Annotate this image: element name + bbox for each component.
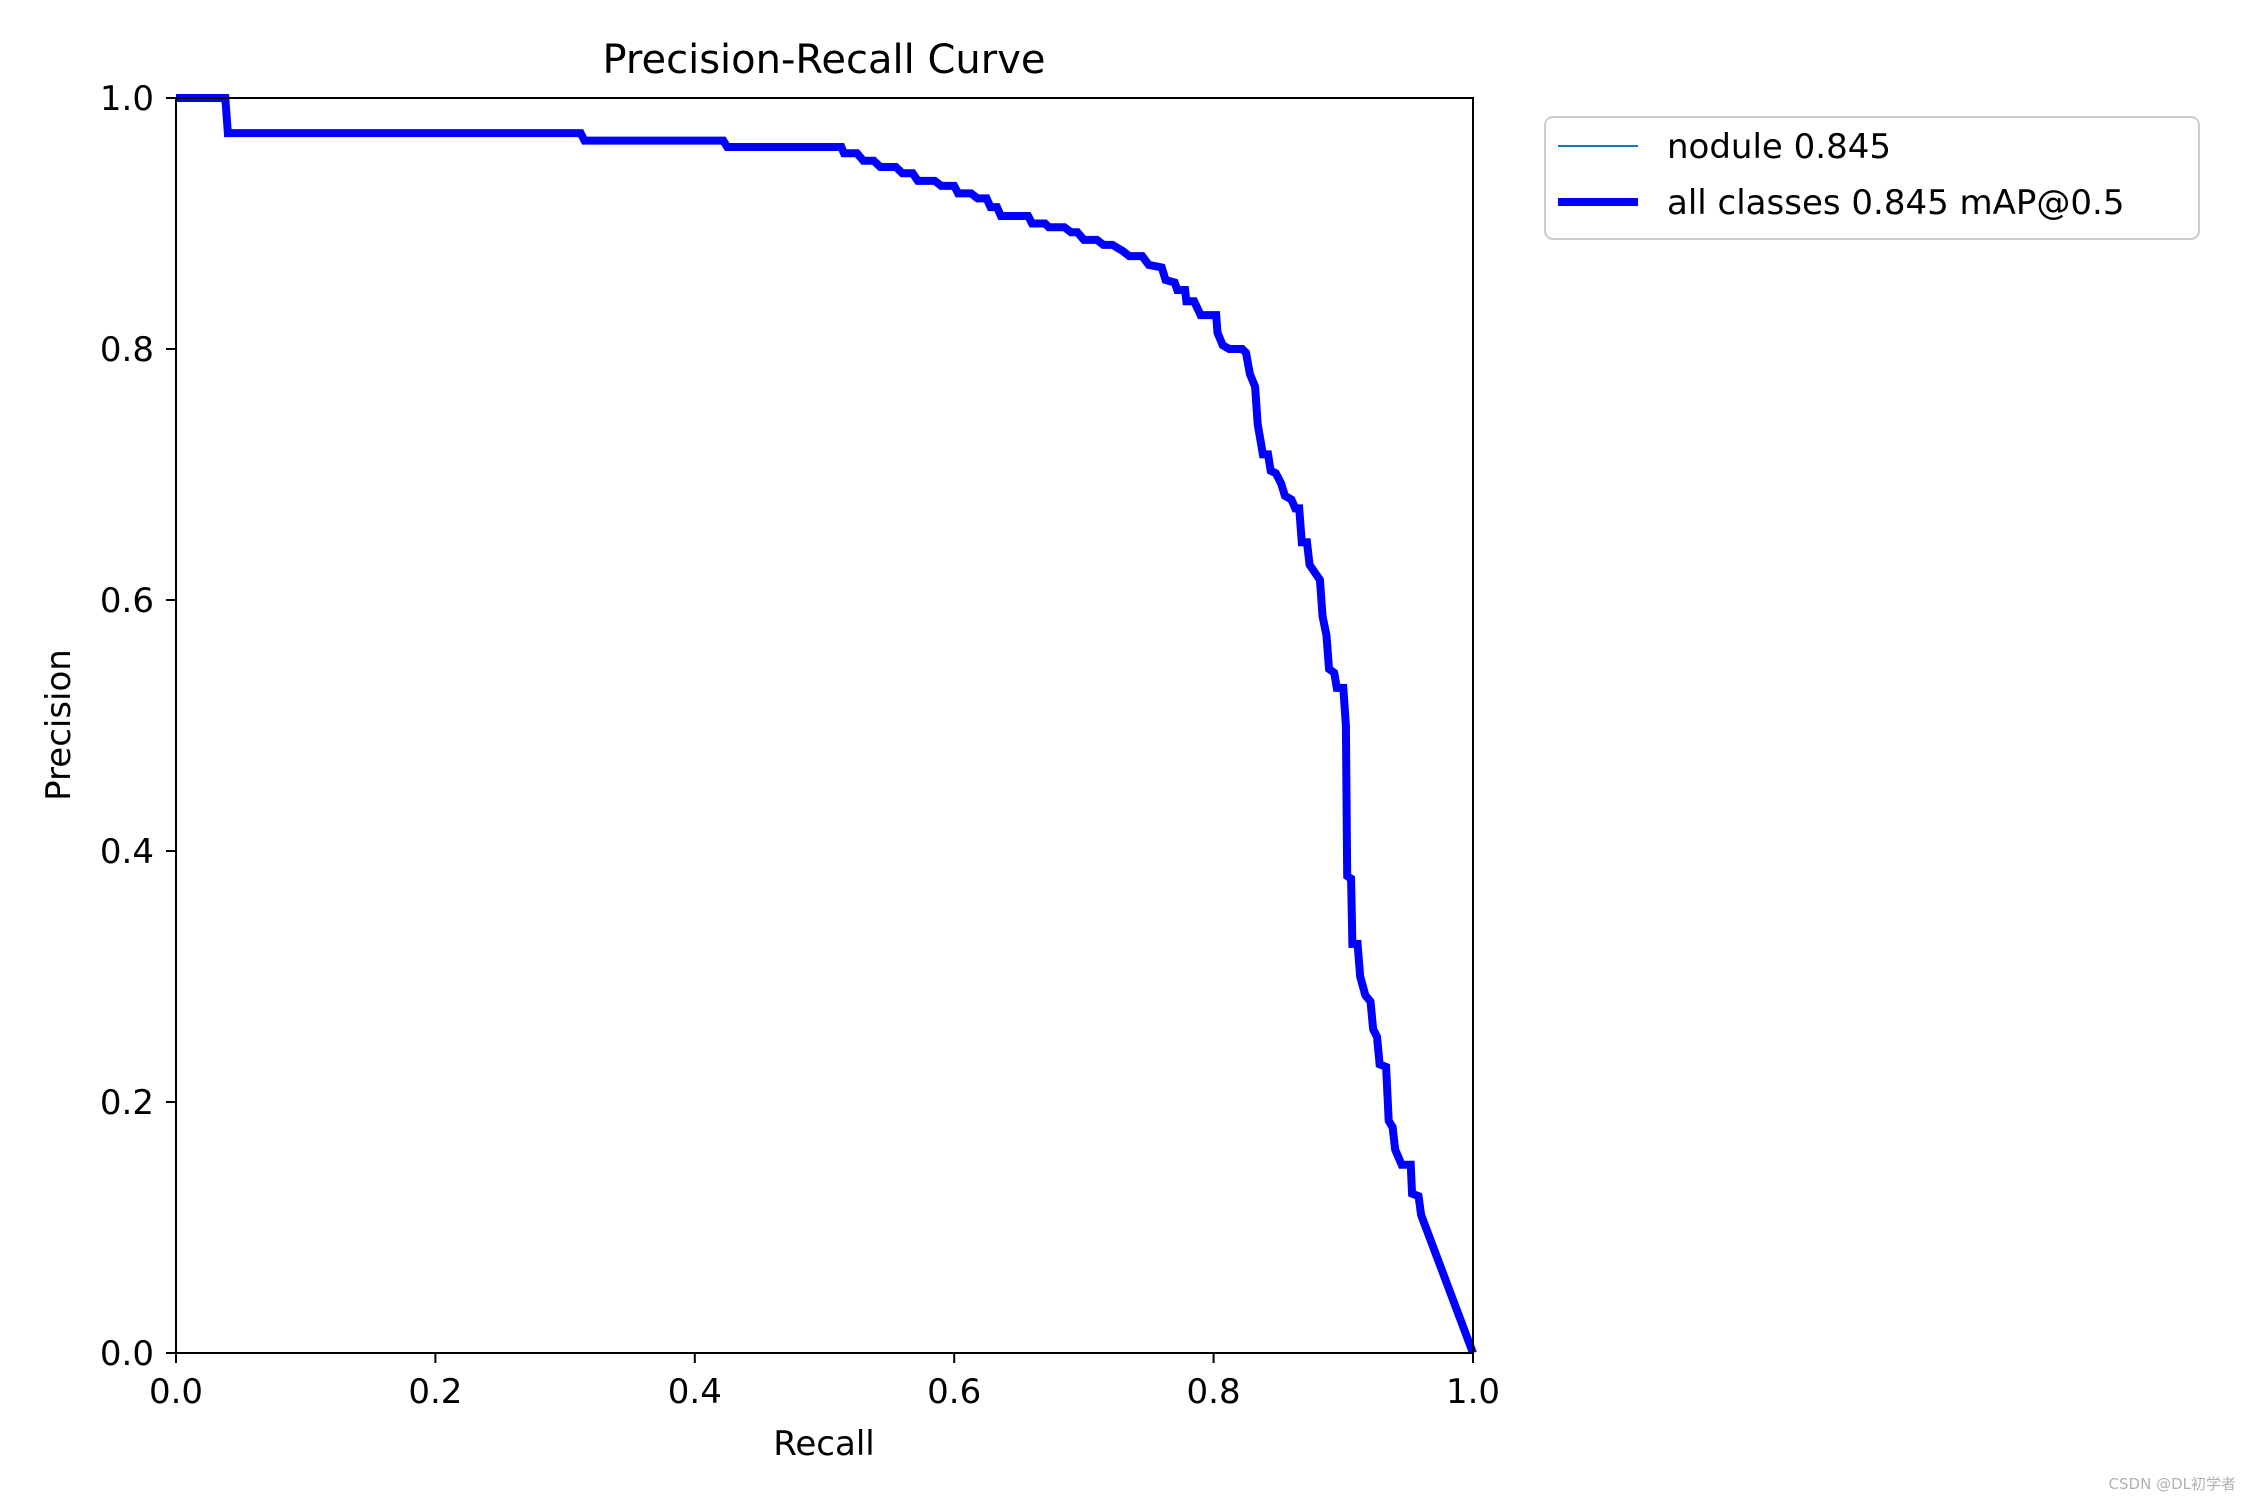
y-tick-label: 0.4 — [100, 832, 154, 872]
x-axis: 0.0 0.2 0.4 0.6 0.8 1.0 — [149, 1353, 1500, 1412]
plot-frame — [175, 97, 1474, 1354]
x-tick-label: 0.4 — [668, 1372, 722, 1412]
plot-area — [176, 98, 1473, 1353]
y-tick-label: 0.2 — [100, 1083, 154, 1123]
chart-title: Precision-Recall Curve — [603, 37, 1046, 83]
x-tick-label: 0.6 — [927, 1372, 981, 1412]
series-line-all-classes — [176, 94, 1477, 1355]
x-tick-label: 0.8 — [1187, 1372, 1241, 1412]
legend: nodule 0.845 all classes 0.845 mAP@0.5 — [1544, 116, 2200, 240]
x-axis-label: Recall — [773, 1424, 874, 1464]
x-tick-label: 0.0 — [149, 1372, 203, 1412]
y-tick-label: 0.8 — [100, 330, 154, 370]
watermark: CSDN @DL初学者 — [2108, 1475, 2236, 1493]
y-tick-label: 0.0 — [100, 1334, 154, 1374]
y-tick-label: 1.0 — [100, 79, 154, 119]
y-tick-label: 0.6 — [100, 581, 154, 621]
y-axis: 0.0 0.2 0.4 0.6 0.8 1.0 — [100, 79, 176, 1374]
legend-box — [1544, 116, 2200, 240]
x-tick-label: 1.0 — [1446, 1372, 1500, 1412]
series-layer — [176, 94, 1477, 1355]
y-axis-label: Precision — [39, 649, 79, 801]
legend-label-nodule: nodule 0.845 — [1667, 127, 1891, 167]
legend-label-all-classes: all classes 0.845 mAP@0.5 — [1667, 183, 2124, 223]
x-tick-label: 0.2 — [408, 1372, 462, 1412]
